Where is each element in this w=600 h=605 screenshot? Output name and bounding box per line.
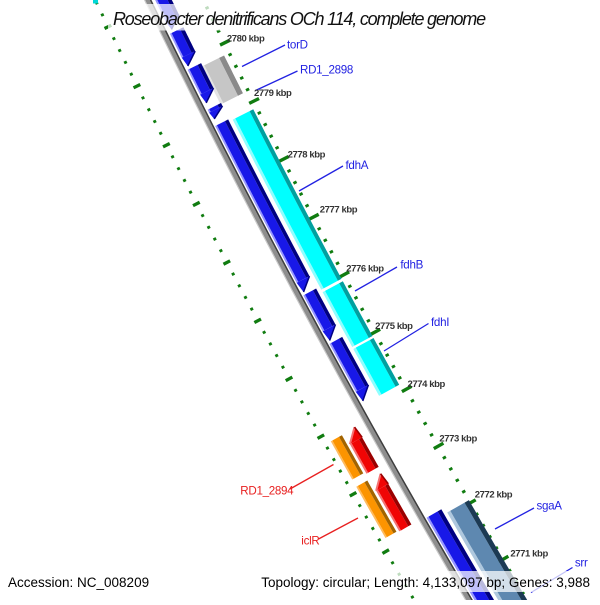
svg-text:2774 kbp: 2774 kbp [408,379,446,390]
svg-text:Accession: NC_008209: Accession: NC_008209 [8,575,149,590]
svg-text:srr: srr [575,557,588,570]
svg-text:torD: torD [287,39,308,52]
svg-text:2771 kbp: 2771 kbp [510,549,548,560]
svg-text:2779 kbp: 2779 kbp [254,88,292,99]
svg-text:2778 kbp: 2778 kbp [288,149,326,160]
svg-text:Topology: circular; Length: 4,: Topology: circular; Length: 4,133,097 bp… [261,575,590,590]
svg-text:iclR: iclR [301,535,319,548]
svg-text:2775 kbp: 2775 kbp [375,321,413,332]
svg-text:fdhI: fdhI [431,316,449,329]
svg-text:sgaA: sgaA [537,500,563,513]
svg-text:2773 kbp: 2773 kbp [439,434,477,445]
svg-text:2777 kbp: 2777 kbp [320,204,358,215]
svg-text:RD1_2898: RD1_2898 [300,64,353,77]
svg-text:Roseobacter denitrificans OCh: Roseobacter denitrificans OCh 114, compl… [113,9,486,29]
svg-text:fdhB: fdhB [400,259,423,272]
svg-text:RD1_2894: RD1_2894 [240,484,294,497]
svg-text:2772 kbp: 2772 kbp [475,489,513,500]
svg-text:2780 kbp: 2780 kbp [227,34,265,45]
svg-text:2776 kbp: 2776 kbp [346,263,384,274]
svg-text:fdhA: fdhA [346,159,369,172]
